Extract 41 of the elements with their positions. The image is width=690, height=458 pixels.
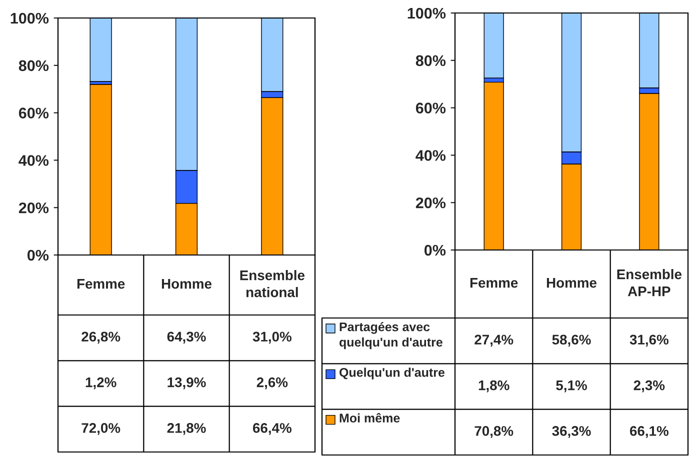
y-tick-label: 60%	[416, 102, 446, 114]
data-label: 66,4%	[252, 423, 292, 435]
y-tick-label: 100%	[408, 8, 446, 19]
data-label: 31,6%	[630, 334, 668, 347]
x-tick-label: Homme	[162, 279, 212, 289]
data-label: 1,2%	[86, 377, 116, 390]
data-label: 13,9%	[168, 377, 206, 390]
data-label: 26,8%	[82, 332, 120, 344]
data-label: 21,8%	[167, 423, 206, 435]
y-tick-label: 40%	[18, 155, 49, 166]
data-label: 27,4%	[474, 334, 514, 347]
data-label: 1,8%	[478, 380, 510, 392]
y-tick-label: 60%	[18, 108, 49, 118]
x-tick-label: Femme	[77, 279, 125, 289]
legend-label: Quelqu'un d'autre	[340, 368, 445, 380]
bar	[90, 84, 112, 255]
y-tick-label: 20%	[18, 202, 49, 214]
x-tick-label: Femme	[470, 278, 518, 288]
y-tick-label: 20%	[416, 197, 446, 208]
data-label: 5,1%	[556, 380, 587, 392]
data-label: 2,3%	[634, 380, 665, 392]
y-tick-label: 0%	[27, 250, 49, 261]
data-label: 2,6%	[256, 377, 288, 390]
data-label: 72,0%	[82, 423, 120, 435]
data-label: 58,6%	[552, 334, 591, 347]
y-tick-label: 100%	[10, 12, 49, 24]
legend-label: Moi même	[340, 413, 400, 423]
y-tick-label: 0%	[424, 244, 446, 256]
data-label: 66,1%	[630, 426, 668, 438]
x-tick-label: Ensemble AP-HP	[617, 269, 682, 296]
data-label: 31,0%	[252, 332, 292, 344]
data-label: 70,8%	[474, 426, 514, 438]
y-tick-label: 40%	[416, 150, 446, 161]
legend-label: Partagées avec quelqu'un d'autre	[340, 322, 442, 350]
x-tick-label: Homme	[546, 278, 596, 288]
y-tick-label: 80%	[18, 60, 49, 72]
data-label: 64,3%	[167, 332, 206, 344]
bar	[484, 82, 504, 250]
x-tick-label: Ensemble national	[240, 270, 304, 298]
y-tick-label: 80%	[416, 55, 446, 66]
data-label: 36,3%	[552, 426, 591, 438]
